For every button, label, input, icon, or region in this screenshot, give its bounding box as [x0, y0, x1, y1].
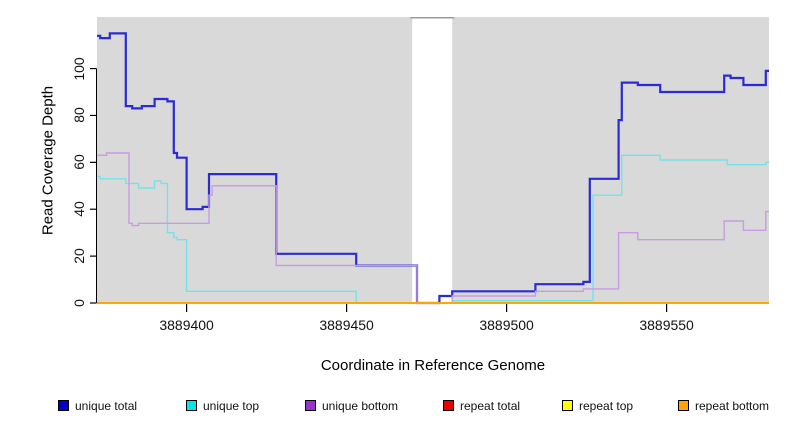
- series-unique-top: [97, 154, 769, 304]
- x-tick-label: 3889500: [479, 317, 534, 333]
- legend-label: repeat total: [460, 398, 521, 413]
- y-tick-label: 80: [71, 107, 87, 124]
- legend-label: repeat bottom: [695, 398, 770, 413]
- legend-swatch-unique-bottom: [305, 400, 316, 411]
- y-tick-label: 0: [71, 299, 87, 307]
- y-tick-label: 100: [71, 56, 87, 81]
- legend-swatch-repeat-total: [443, 400, 454, 411]
- no-data-band: [412, 12, 453, 303]
- y-tick-label: 60: [71, 154, 87, 171]
- legend-swatch-unique-total: [58, 400, 69, 411]
- legend-label: repeat top: [579, 398, 634, 413]
- legend-swatch-repeat-top: [562, 400, 573, 411]
- x-tick-label: 3889400: [159, 317, 214, 333]
- y-axis-title: Read Coverage Depth: [39, 85, 57, 236]
- legend-item-repeat-top: repeat top: [562, 398, 633, 413]
- x-tick-label: 3889550: [639, 317, 694, 333]
- x-axis-title: Coordinate in Reference Genome: [320, 357, 546, 374]
- legend-item-unique-top: unique top: [186, 398, 259, 413]
- legend-label: unique total: [75, 398, 138, 413]
- legend-item-unique-bottom: unique bottom: [305, 398, 398, 413]
- legend-swatch-repeat-bottom: [678, 400, 689, 411]
- legend-item-repeat-total: repeat total: [443, 398, 520, 413]
- legend-item-unique-total: unique total: [58, 398, 137, 413]
- legend-label: unique bottom: [322, 398, 399, 413]
- x-tick-label: 3889450: [319, 317, 374, 333]
- legend-item-repeat-bottom: repeat bottom: [678, 398, 769, 413]
- legend-label: unique top: [203, 398, 260, 413]
- legend-swatch-unique-top: [186, 400, 197, 411]
- y-tick-label: 40: [71, 201, 87, 218]
- y-tick-label: 20: [71, 248, 87, 264]
